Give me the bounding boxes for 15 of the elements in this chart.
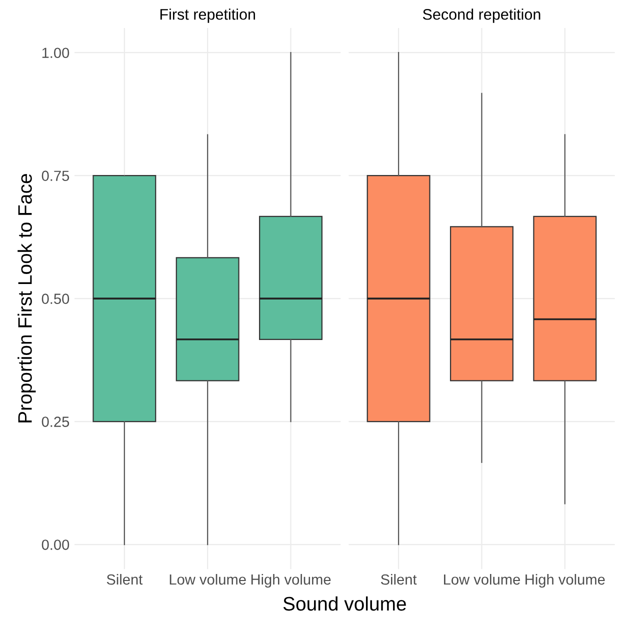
y-tick-label: 0.75 xyxy=(42,170,70,181)
y-tick-label: 0.00 xyxy=(42,540,70,550)
x-axis-title: Sound volume xyxy=(283,596,406,611)
x-tick-label: Silent xyxy=(106,574,143,585)
x-tick-label: Low volume xyxy=(444,574,520,585)
y-tick-label: 0.25 xyxy=(42,416,70,427)
chart-title: Second repetition xyxy=(422,8,540,23)
x-tick-label: Low volume xyxy=(170,574,246,585)
y-tick-label: 1.00 xyxy=(42,48,70,58)
y-tick-label: 0.50 xyxy=(42,294,70,304)
x-tick-label: High volume xyxy=(526,574,605,588)
x-tick-label: Silent xyxy=(380,574,417,585)
chart-title: First repetition xyxy=(160,8,255,23)
y-axis-title: Proportion First Look to Face xyxy=(18,174,36,422)
x-tick-label: High volume xyxy=(251,574,331,588)
